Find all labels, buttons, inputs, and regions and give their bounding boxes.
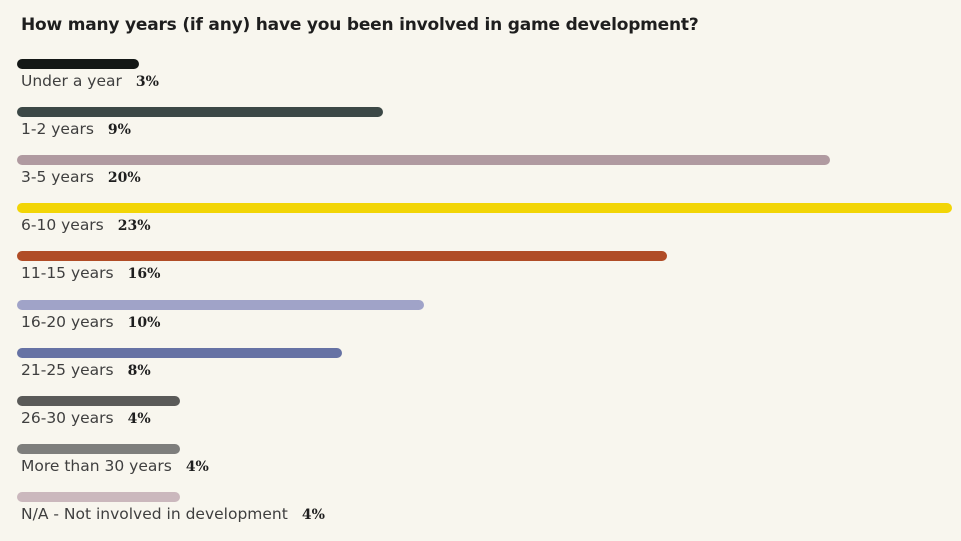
bar-row: 26-30 years 4%: [17, 395, 952, 436]
bar-label: 16-20 years 10%: [21, 313, 160, 331]
category-label: 26-30 years: [21, 408, 114, 427]
category-label: 21-25 years: [21, 360, 114, 379]
bar-label: 26-30 years 4%: [21, 409, 151, 427]
bar-label: 11-15 years 16%: [21, 264, 160, 282]
bar: [17, 251, 667, 262]
value-label: 4%: [185, 458, 209, 475]
bar-row: N/A - Not involved in development 4%: [17, 491, 952, 532]
bar-row: 16-20 years 10%: [17, 299, 952, 340]
bar-row: 1-2 years 9%: [17, 107, 952, 147]
bar: [17, 395, 180, 406]
value-label: 10%: [127, 314, 161, 331]
bar: [17, 203, 952, 214]
bar-label: More than 30 years 4%: [21, 457, 209, 475]
bar: [17, 347, 342, 358]
bar-row: Under a year 3%: [17, 59, 952, 99]
bar-label: 21-25 years 8%: [21, 361, 151, 379]
bar: [17, 443, 180, 454]
category-label: More than 30 years: [21, 456, 172, 475]
value-label: 23%: [117, 218, 151, 235]
value-label: 8%: [127, 362, 151, 379]
category-label: Under a year: [21, 72, 122, 90]
bar: [17, 107, 383, 118]
bar: [17, 299, 424, 310]
bar-row: More than 30 years 4%: [17, 443, 952, 484]
category-label: 16-20 years: [21, 312, 114, 331]
value-label: 16%: [127, 266, 161, 283]
value-label: 3%: [135, 74, 159, 90]
category-label: 1-2 years: [21, 120, 94, 139]
bar-row: 11-15 years 16%: [17, 251, 952, 291]
bar-row: 21-25 years 8%: [17, 347, 952, 388]
bar-row: 6-10 years 23%: [17, 203, 952, 243]
category-label: N/A - Not involved in development: [21, 504, 288, 523]
bar: [17, 155, 830, 166]
bar: [17, 59, 139, 69]
bar-row: 3-5 years 20%: [17, 155, 952, 195]
value-label: 9%: [107, 122, 131, 139]
bar-label: Under a year 3%: [21, 72, 159, 90]
bar-label: 3-5 years 20%: [21, 168, 141, 186]
bar: [17, 491, 180, 502]
bar-label: N/A - Not involved in development 4%: [21, 505, 325, 523]
category-label: 11-15 years: [21, 264, 114, 283]
bar-label: 6-10 years 23%: [21, 216, 151, 234]
category-label: 3-5 years: [21, 168, 94, 187]
value-label: 4%: [127, 410, 151, 427]
chart-title: How many years (if any) have you been in…: [21, 15, 699, 35]
bar-label: 1-2 years 9%: [21, 120, 131, 138]
category-label: 6-10 years: [21, 216, 104, 235]
value-label: 20%: [107, 170, 141, 187]
value-label: 4%: [301, 506, 325, 523]
